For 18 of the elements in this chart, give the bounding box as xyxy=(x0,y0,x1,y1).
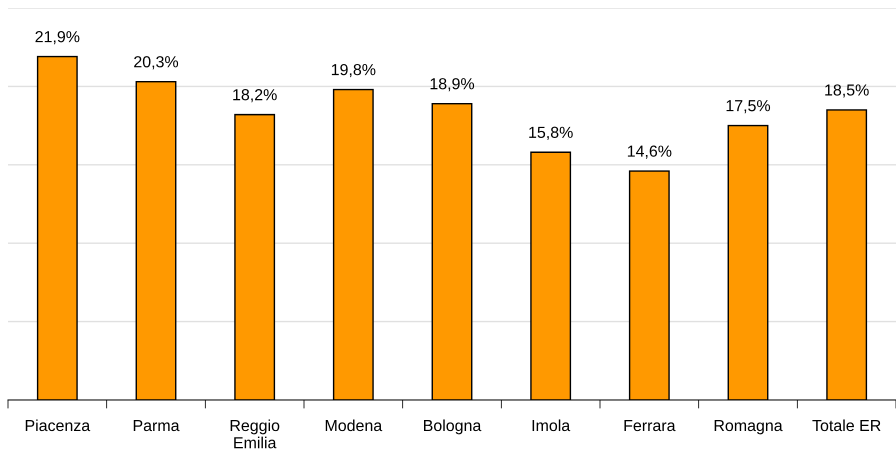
x-tick-label: Totale ER xyxy=(812,419,881,432)
data-label: 18,2% xyxy=(233,89,277,102)
data-label: 17,5% xyxy=(726,100,770,114)
data-label: 20,3% xyxy=(134,56,178,70)
x-tick-label: Bologna xyxy=(424,419,482,434)
x-tick-label: Reggio Emilia xyxy=(230,419,280,448)
x-tick-label: Parma xyxy=(134,420,180,432)
data-label: 15,8% xyxy=(529,126,573,140)
data-label: 18,5% xyxy=(825,84,869,98)
data-label: 19,8% xyxy=(332,64,376,78)
x-tick-label: Modena xyxy=(326,419,382,432)
x-tick-label: Imola xyxy=(532,419,570,432)
data-label: 21,9% xyxy=(35,31,80,44)
data-label: 14,6% xyxy=(628,145,672,159)
data-label: 18,9% xyxy=(430,78,474,92)
x-tick-label: Romagna xyxy=(714,420,783,434)
x-tick-label: Piacenza xyxy=(26,419,90,432)
x-tick-label: Ferrara xyxy=(624,420,676,432)
